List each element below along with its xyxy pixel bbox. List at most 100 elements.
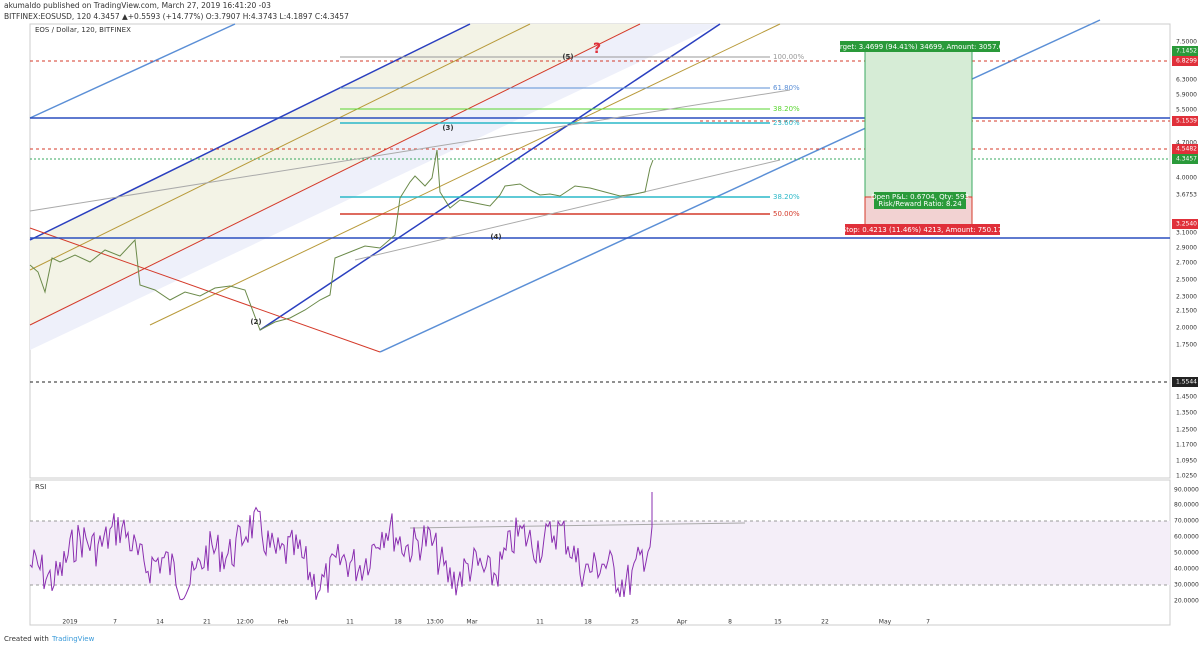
price-label: 4.3457 — [1176, 156, 1197, 163]
price-label: 3.6753 — [1176, 192, 1197, 199]
price-label: 1.0250 — [1176, 473, 1197, 480]
time-label: 22 — [821, 619, 829, 626]
time-label: 13:00 — [426, 619, 443, 626]
price-label: 2.0000 — [1176, 325, 1197, 332]
price-tag — [1172, 219, 1198, 229]
time-label: May — [879, 619, 892, 626]
rsi-axis-label: 70.0000 — [1174, 518, 1199, 525]
time-label: Feb — [278, 619, 289, 626]
price-label: 2.3000 — [1176, 294, 1197, 301]
footer-created: Created with — [4, 635, 49, 643]
wave-label: (2) — [250, 318, 261, 326]
published: akumaldo published on TradingView.com, M… — [4, 1, 271, 10]
price-label: 5.1539 — [1176, 118, 1197, 125]
rsi-legend: RSI — [35, 483, 46, 491]
price-label: 2.1500 — [1176, 308, 1197, 315]
time-label: Mar — [466, 619, 478, 626]
price-label: 2.9000 — [1176, 245, 1197, 252]
time-label: 25 — [631, 619, 639, 626]
time-label: 18 — [394, 619, 402, 626]
rr-label: Risk/Reward Ratio: 8.24 — [878, 200, 962, 208]
footer — [0, 632, 1200, 647]
price-label: 6.8299 — [1176, 58, 1197, 65]
price-label: 6.3000 — [1176, 77, 1197, 84]
time-label: 2019 — [62, 619, 77, 626]
rsi-axis-label: 80.0000 — [1174, 502, 1199, 509]
fork-line — [149, 23, 781, 326]
wave-label: ? — [593, 41, 601, 57]
rsi-line — [29, 492, 653, 601]
wave-label: (3) — [442, 124, 453, 132]
target-label: Target: 3.4699 (94.41%) 34699, Amount: 3… — [831, 43, 1007, 51]
time-label: 11 — [536, 619, 544, 626]
time-label: 12:00 — [236, 619, 253, 626]
rsi-axis-label: 90.0000 — [1174, 487, 1199, 494]
price-tag — [1172, 116, 1198, 126]
rsi-axis-label: 50.0000 — [1174, 550, 1199, 557]
fib-label: 50.00% — [773, 210, 800, 218]
price-tag — [1172, 144, 1198, 154]
time-label: 21 — [203, 619, 211, 626]
price-label: 1.1700 — [1176, 442, 1197, 449]
price-label: 7.5000 — [1176, 39, 1197, 46]
price-label: 4.5482 — [1176, 146, 1197, 153]
fork-line — [259, 23, 721, 331]
rsi-trend — [409, 522, 746, 529]
rsi-axis-label: 30.0000 — [1174, 582, 1199, 589]
trend-line — [354, 159, 781, 261]
price-label: 5.9000 — [1176, 92, 1197, 99]
rsi-axis-label: 20.0000 — [1174, 598, 1199, 605]
price-tag — [1172, 56, 1198, 66]
rsi-band — [30, 521, 1170, 585]
trend-line — [29, 89, 791, 212]
rsi-axis-label: 60.0000 — [1174, 534, 1199, 541]
price-label: 1.5544 — [1176, 379, 1197, 386]
price-label: 1.3500 — [1176, 410, 1197, 417]
fib-label: 38.20% — [773, 193, 800, 201]
fork-shade — [30, 24, 720, 350]
fork-line — [29, 23, 236, 119]
wave-label: (5) — [562, 53, 573, 61]
price-label: 1.2500 — [1176, 427, 1197, 434]
price-label: 5.5000 — [1176, 107, 1197, 114]
time-label: 18 — [584, 619, 592, 626]
time-label: 7 — [926, 619, 930, 626]
price-label: 2.5000 — [1176, 277, 1197, 284]
price-tag — [1172, 377, 1198, 387]
price-label: 1.7500 — [1176, 342, 1197, 349]
time-label: 14 — [156, 619, 164, 626]
time-label: 11 — [346, 619, 354, 626]
price-label: 4.0000 — [1176, 175, 1197, 182]
time-label: 7 — [113, 619, 117, 626]
fib-label: 23.60% — [773, 119, 800, 127]
price-label: 7.1452 — [1176, 48, 1197, 55]
price-label: 3.2540 — [1176, 221, 1197, 228]
stop-label: Stop: 0.4213 (11.46%) 4213, Amount: 750.… — [842, 226, 1002, 234]
legend: EOS / Dollar, 120, BITFINEX — [35, 26, 131, 34]
price-label: 1.4500 — [1176, 394, 1197, 401]
pitchfork — [29, 19, 1101, 353]
fork-handle — [29, 227, 381, 353]
footer-brand: TradingView — [51, 635, 95, 643]
time-label: 8 — [728, 619, 732, 626]
fib-label: 100.00% — [773, 53, 804, 61]
symbol-line: BITFINEX:EOSUSD, 120 4.3457 ▲+0.5593 (+1… — [4, 12, 349, 21]
pl-box — [874, 192, 966, 209]
price-label: 1.0950 — [1176, 458, 1197, 465]
rsi-axis-label: 40.0000 — [1174, 566, 1199, 573]
price-line — [29, 149, 654, 331]
price-label: 3.1000 — [1176, 230, 1197, 237]
price-label: 4.7000 — [1176, 140, 1197, 147]
price-tag — [1172, 154, 1198, 164]
fib-label: 38.20% — [773, 105, 800, 113]
fork-line — [379, 19, 1101, 353]
pl-label: Open P&L: 0.6704, Qty: 593 — [871, 193, 969, 201]
fork-line — [29, 23, 471, 241]
time-label: Apr — [677, 619, 688, 626]
price-label: 2.7000 — [1176, 260, 1197, 267]
target-box — [840, 41, 1000, 52]
time-label: 15 — [774, 619, 782, 626]
fork-line — [29, 23, 641, 326]
